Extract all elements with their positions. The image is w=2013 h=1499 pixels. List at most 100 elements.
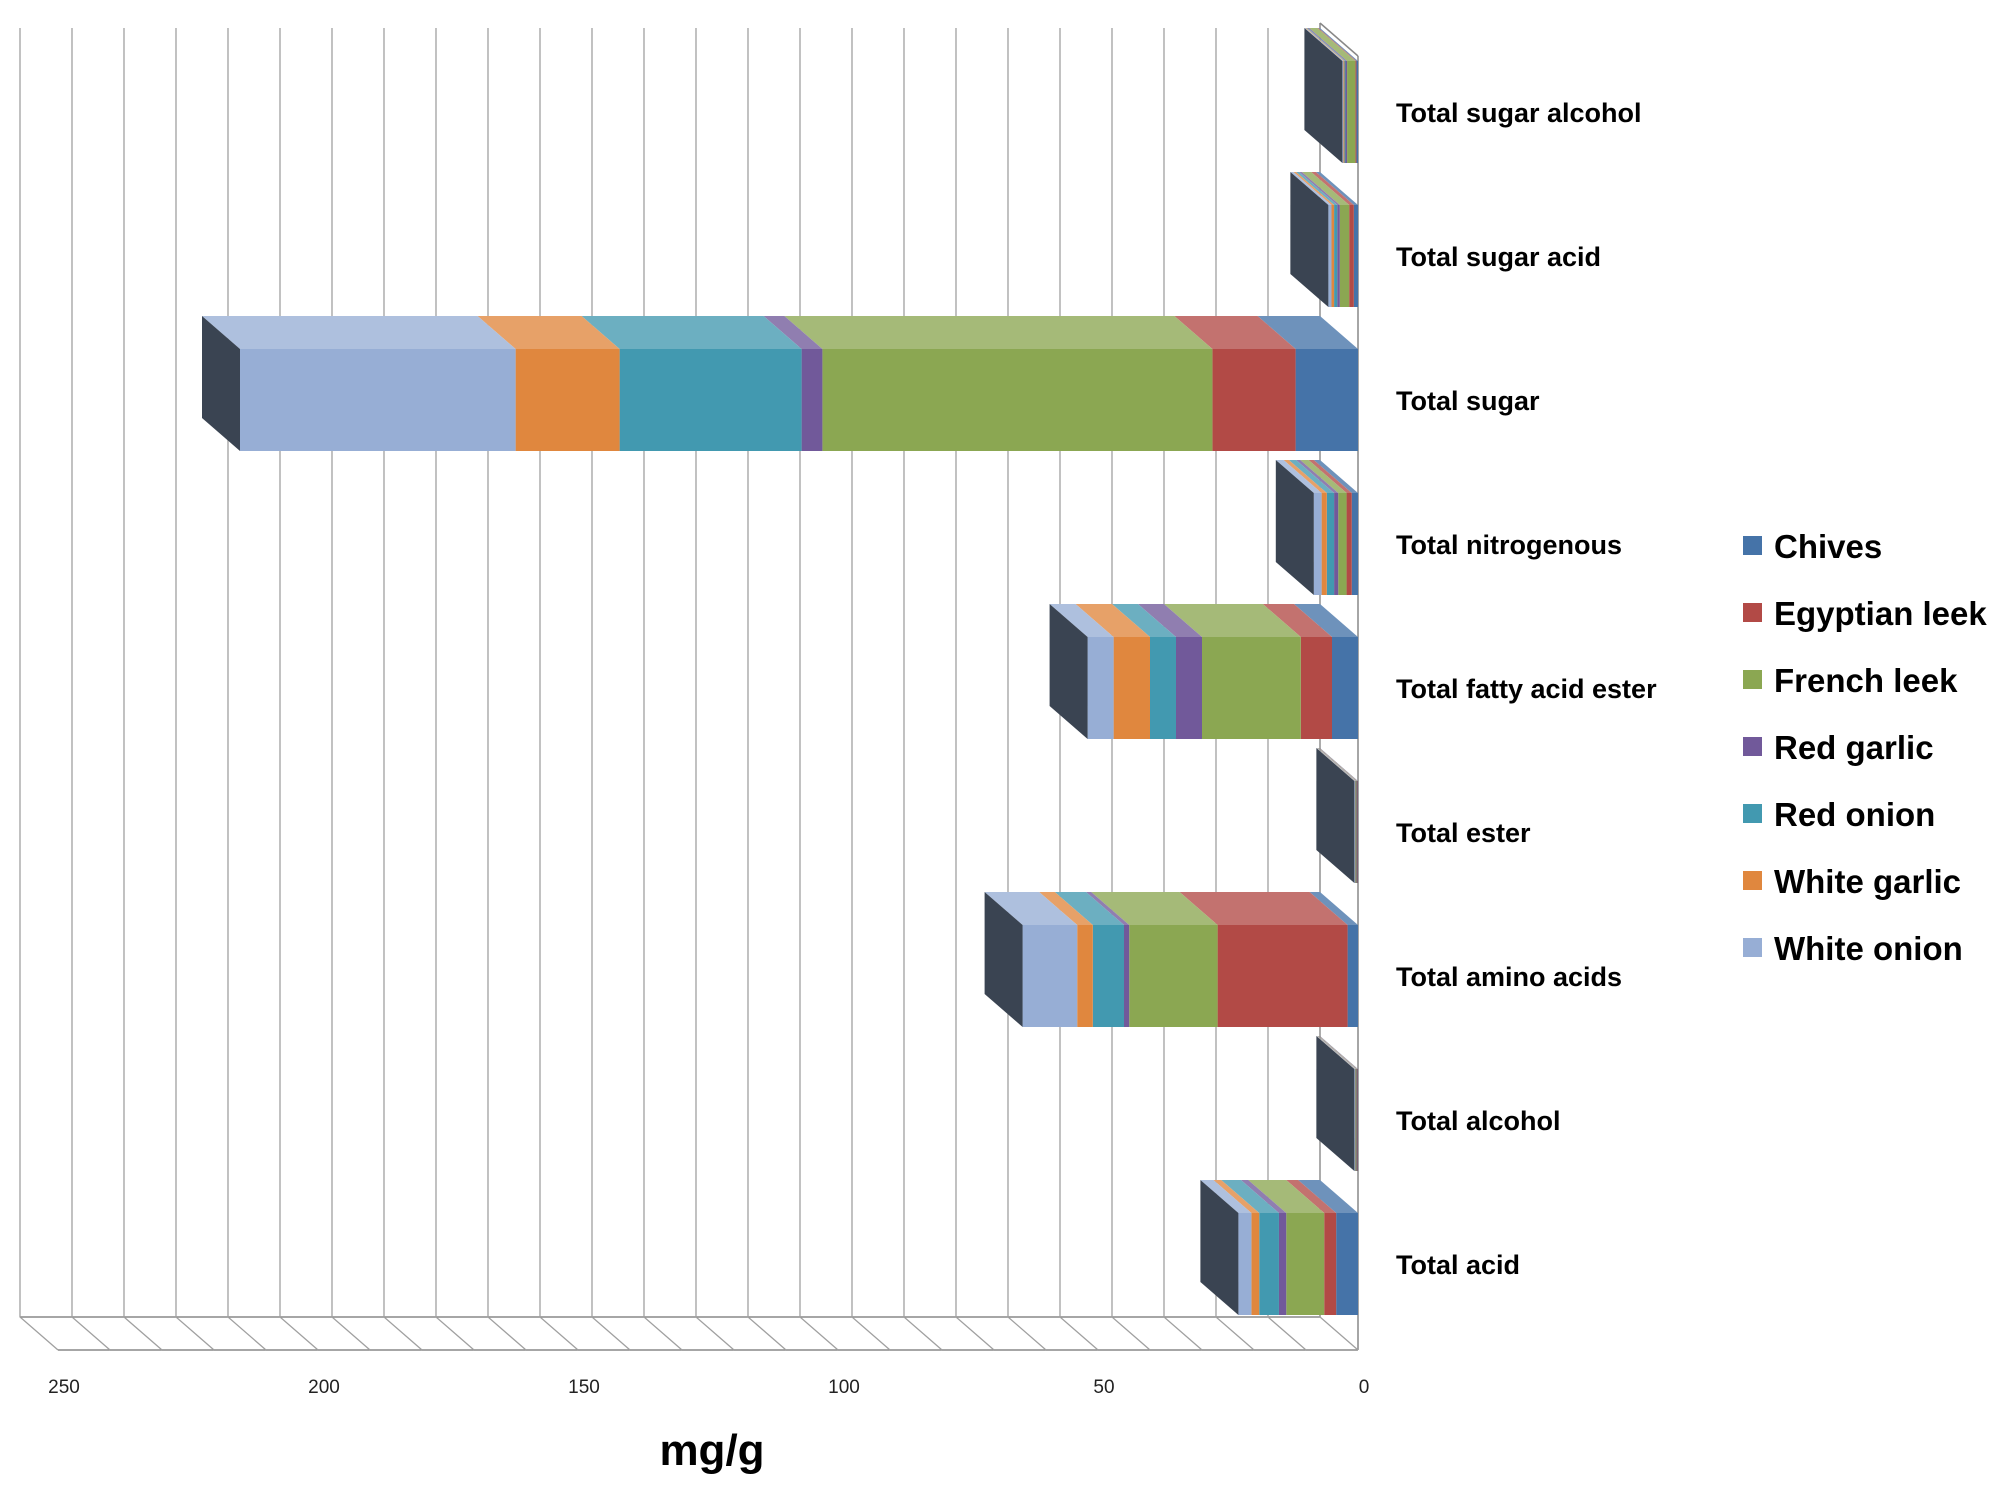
bar-top-6-6 [202, 316, 516, 349]
bar-8-1 [1355, 61, 1357, 163]
gridline-140 [591, 28, 631, 1351]
bar-5-2 [1338, 493, 1347, 595]
bar-top-1-2 [1318, 1036, 1357, 1069]
bar-top-3-6 [1316, 748, 1355, 781]
bar-top-6-1 [1174, 316, 1296, 349]
x-tick-label-4: 50 [1093, 1377, 1114, 1398]
bar-top-0-1 [1286, 1180, 1337, 1213]
bar-top-8-6 [1304, 28, 1344, 61]
category-label-6: Total sugar [1396, 386, 1540, 416]
category-label-1: Total alcohol [1396, 1106, 1561, 1136]
bar-end-1 [1316, 1036, 1355, 1171]
bar-group-0 [1200, 1180, 1358, 1315]
bar-5-6 [1313, 493, 1322, 595]
bar-top-6-0 [1257, 316, 1358, 349]
bar-top-1-1 [1318, 1036, 1358, 1069]
bar-1-0 [1357, 1069, 1359, 1171]
bar-top-4-6 [1049, 604, 1114, 637]
bar-group-8 [1304, 28, 1358, 163]
bar-top-4-0 [1294, 604, 1358, 637]
bar-0-3 [1278, 1213, 1287, 1315]
bar-top-0-3 [1240, 1180, 1287, 1213]
bar-top-7-1 [1311, 172, 1354, 205]
bar-0-1 [1324, 1213, 1337, 1315]
gridlines [19, 28, 1359, 1351]
bar-8-6 [1342, 61, 1344, 163]
bar-top-4-3 [1138, 604, 1202, 637]
bar-7-2 [1339, 205, 1350, 307]
bar-top-0-5 [1213, 1180, 1260, 1213]
gridline-250 [19, 28, 59, 1351]
category-label-2: Total amino acids [1396, 962, 1622, 992]
bar-3-4 [1355, 781, 1356, 883]
bar-2-1 [1217, 925, 1348, 1027]
bar-top-4-5 [1075, 604, 1150, 637]
gridline-110 [747, 28, 787, 1351]
bar-top-3-5 [1316, 748, 1356, 781]
bar-end-2 [984, 892, 1023, 1027]
x-tick-label-1: 200 [308, 1377, 340, 1398]
x-tick-label-2: 150 [568, 1377, 600, 1398]
bar-group-7 [1290, 172, 1358, 307]
bar-8-4 [1344, 61, 1346, 163]
legend-label-5: White garlic [1774, 863, 1961, 900]
category-label-7: Total sugar acid [1396, 242, 1601, 272]
gridline-30 [1163, 28, 1203, 1351]
bar-2-0 [1347, 925, 1358, 1027]
bar-top-7-5 [1293, 172, 1335, 205]
gridline-180 [383, 28, 423, 1351]
bar-top-8-5 [1305, 28, 1345, 61]
bar-6-1 [1212, 349, 1296, 451]
category-label-8: Total sugar alcohol [1396, 98, 1642, 128]
bar-top-2-6 [984, 892, 1078, 925]
gridline-210 [227, 28, 267, 1351]
gridline-170 [435, 28, 475, 1351]
legend-swatch-0 [1743, 536, 1762, 555]
gridline-220 [175, 28, 215, 1351]
bar-top-1-6 [1316, 1036, 1355, 1069]
bar-top-2-5 [1039, 892, 1093, 925]
legend-label-0: Chives [1774, 528, 1882, 565]
gridline-20 [1215, 28, 1255, 1351]
gridline-40 [1111, 28, 1151, 1351]
bar-top-3-1 [1318, 748, 1358, 781]
bar-4-2 [1202, 637, 1301, 739]
bar-0-4 [1259, 1213, 1279, 1315]
bar-8-0 [1356, 61, 1358, 163]
bar-top-7-3 [1299, 172, 1340, 205]
bar-top-4-4 [1112, 604, 1176, 637]
bar-3-2 [1356, 781, 1358, 883]
bar-0-5 [1251, 1213, 1260, 1315]
bar-group-1 [1316, 1036, 1359, 1171]
bar-6-5 [515, 349, 620, 451]
bar-top-4-2 [1164, 604, 1301, 637]
bar-group-3 [1316, 748, 1359, 883]
bar-end-5 [1275, 460, 1314, 595]
bar-5-3 [1334, 493, 1339, 595]
bar-4-1 [1300, 637, 1332, 739]
bar-top-0-6 [1200, 1180, 1252, 1213]
bar-7-5 [1331, 205, 1335, 307]
bar-top-6-3 [763, 316, 823, 349]
bar-0-6 [1238, 1213, 1252, 1315]
bars [202, 28, 1359, 1315]
legend-swatch-2 [1743, 670, 1762, 689]
bar-4-5 [1113, 637, 1150, 739]
bar-3-3 [1355, 781, 1357, 883]
bar-top-6-4 [581, 316, 802, 349]
gridline-70 [955, 28, 995, 1351]
bar-top-1-4 [1317, 1036, 1356, 1069]
bar-1-4 [1355, 1069, 1356, 1171]
x-tick-label-5: 0 [1359, 1377, 1370, 1398]
bar-4-6 [1087, 637, 1114, 739]
bar-7-1 [1349, 205, 1354, 307]
bar-top-0-0 [1298, 1180, 1358, 1213]
bar-2-6 [1022, 925, 1078, 1027]
legend-label-4: Red onion [1774, 796, 1935, 833]
bar-top-8-0 [1318, 28, 1358, 61]
bar-3-1 [1356, 781, 1358, 883]
bar-6-0 [1295, 349, 1358, 451]
gridline-50 [1059, 28, 1099, 1351]
bar-5-4 [1326, 493, 1335, 595]
